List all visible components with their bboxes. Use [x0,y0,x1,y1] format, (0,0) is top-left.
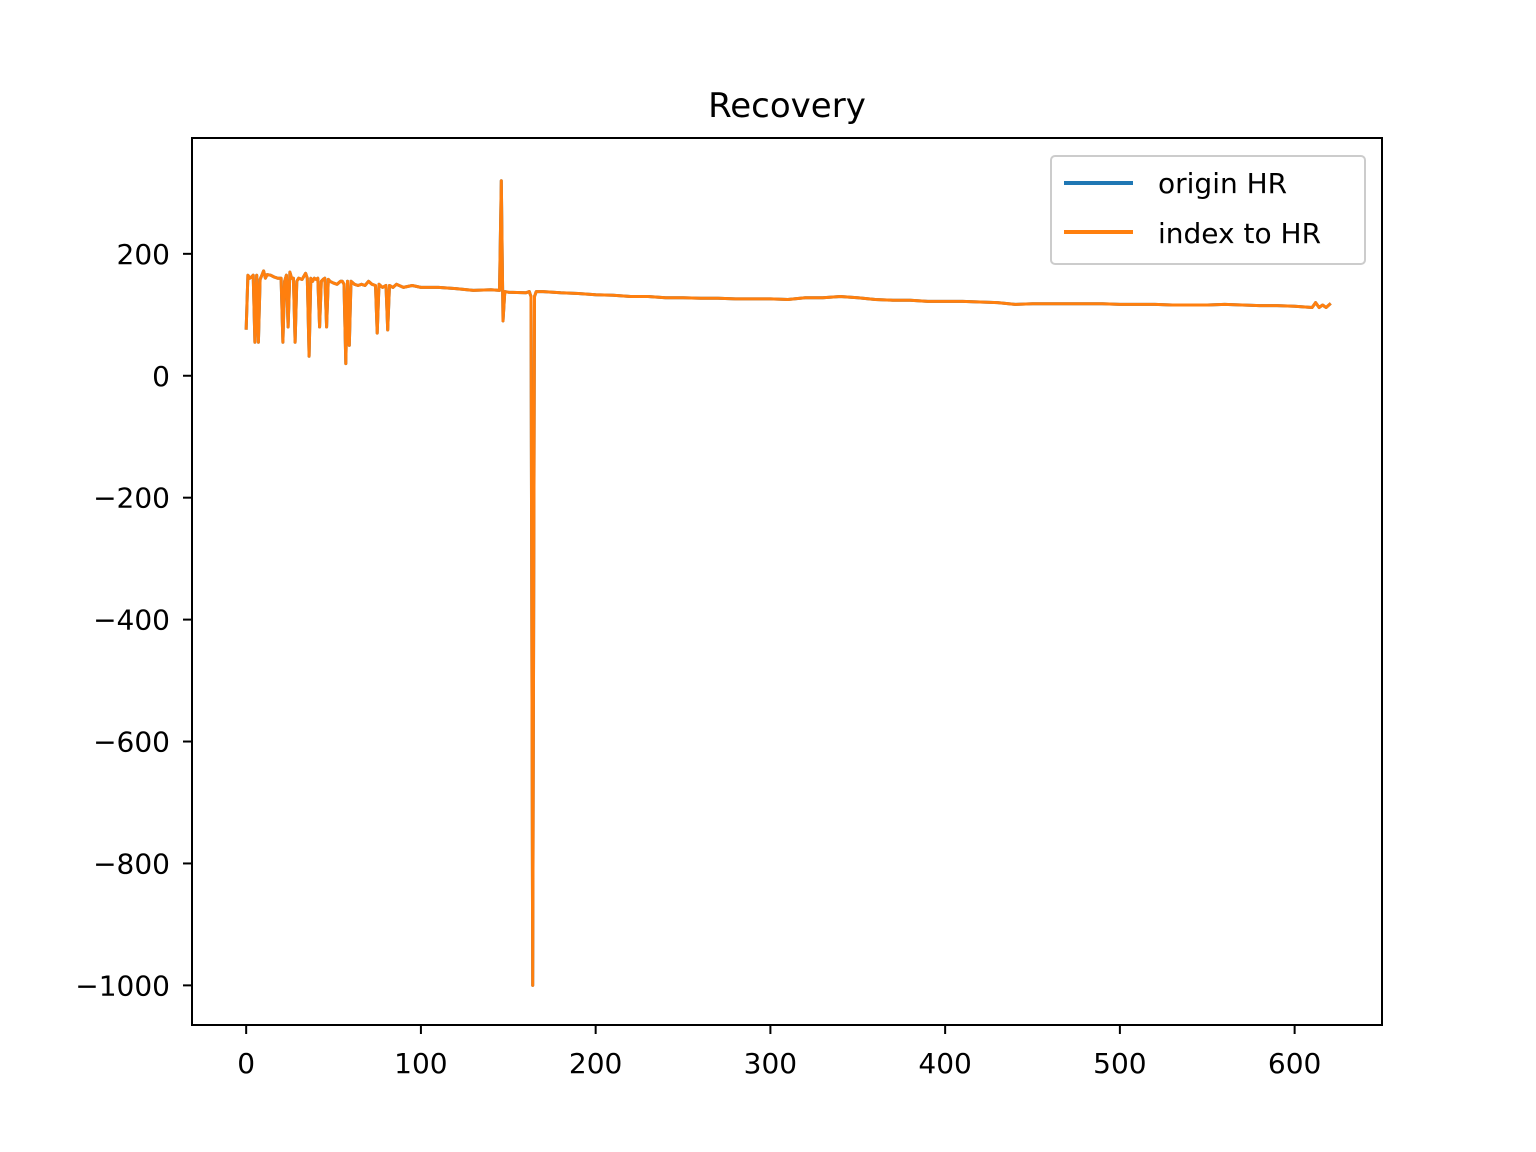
x-tick-label: 100 [394,1047,447,1080]
legend-label-origin-hr: origin HR [1158,167,1287,200]
x-tick-label: 0 [237,1047,255,1080]
axes-frame [191,137,1383,1026]
chart-title: Recovery [708,86,866,126]
y-tick-label: 200 [117,238,170,271]
x-tick-label: 400 [918,1047,971,1080]
x-tick-label: 500 [1093,1047,1146,1080]
y-tick-label: −400 [93,604,170,637]
x-axis: 0 100 200 300 400 500 600 [237,1025,1321,1080]
x-tick-label: 200 [569,1047,622,1080]
x-tick-label: 600 [1268,1047,1321,1080]
legend: origin HR index to HR [1050,155,1366,265]
y-tick-label: −200 [93,482,170,515]
legend-label-index-to-hr: index to HR [1158,217,1321,250]
x-tick-label: 300 [744,1047,797,1080]
y-axis: −1000 −800 −600 −400 −200 0 200 [75,238,192,1002]
y-tick-label: −600 [93,726,170,759]
y-tick-label: 0 [152,360,170,393]
y-tick-label: −800 [93,847,170,880]
y-tick-label: −1000 [75,969,170,1002]
series-layer [244,179,1332,987]
plot-area [191,137,1383,1026]
series-line-index-to-hr [244,179,1332,987]
